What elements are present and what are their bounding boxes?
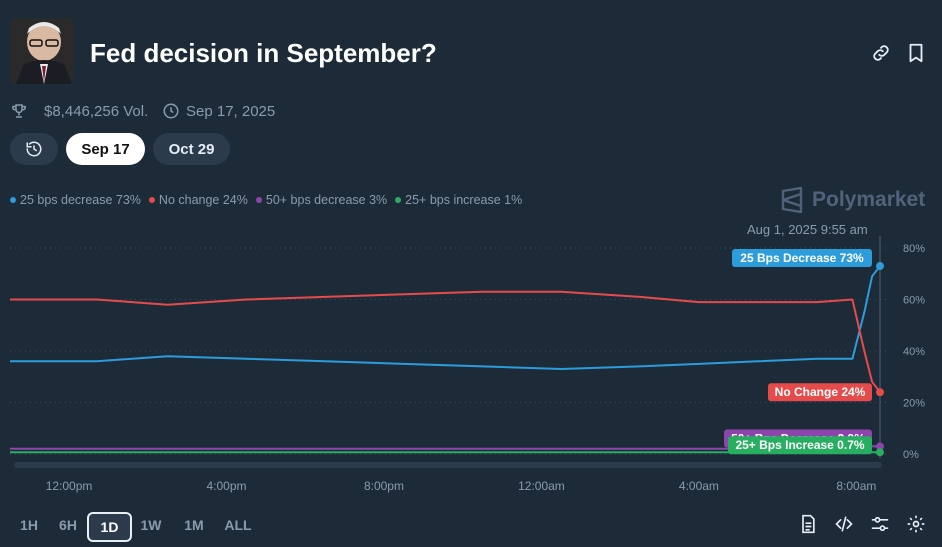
series-endpoint: [876, 388, 884, 397]
x-tick-label: 8:00am: [836, 479, 876, 493]
clock-icon: [162, 102, 180, 120]
y-tick-label: 40%: [903, 346, 925, 358]
x-tick-label: 12:00am: [518, 479, 565, 493]
series-endpoint: [876, 262, 884, 271]
code-icon[interactable]: [834, 514, 854, 534]
timeframe-6h[interactable]: 6H: [59, 517, 77, 533]
legend-item: 25+ bps increase 1%: [395, 193, 522, 207]
chart-legend: 25 bps decrease 73% No change 24% 50+ bp…: [10, 193, 522, 207]
volume-text: $8,446,256 Vol.: [44, 102, 149, 120]
series-endpoint: [876, 442, 884, 451]
timeframe-1m[interactable]: 1M: [184, 517, 204, 533]
tab-sep-17[interactable]: Sep 17: [66, 133, 145, 165]
x-tick-label: 4:00am: [679, 479, 719, 493]
trophy-icon: [10, 102, 28, 120]
legend-item: No change 24%: [148, 193, 248, 207]
y-tick-label: 60%: [903, 295, 925, 307]
bookmark-icon[interactable]: [905, 42, 927, 64]
time-range-track[interactable]: [14, 462, 882, 468]
series-end-label-bg: [732, 249, 872, 268]
legend-item: 50+ bps decrease 3%: [255, 193, 387, 207]
history-button[interactable]: [10, 133, 58, 165]
y-tick-label: 80%: [903, 243, 925, 255]
date-meta: Sep 17, 2025: [162, 102, 275, 120]
link-icon[interactable]: [870, 42, 892, 64]
legend-item: 25 bps decrease 73%: [10, 193, 141, 207]
series-end-label-bg: [728, 436, 872, 455]
end-date-text: Sep 17, 2025: [186, 102, 276, 120]
market-title: Fed decision in September?: [90, 38, 437, 68]
y-tick-label: 20%: [903, 398, 925, 410]
sliders-icon[interactable]: [870, 514, 890, 534]
polymarket-logo: Polymarket: [780, 186, 925, 214]
series-line: [10, 265, 881, 370]
history-icon: [25, 140, 43, 158]
chart-svg[interactable]: 0% 20% 40% 60% 80% 12:00pm 4:00pm 8:00pm 12:00am…: [0, 236, 942, 496]
series-end-label-bg: [768, 383, 872, 402]
market-avatar: [10, 18, 74, 84]
series-endpoint: [876, 448, 884, 457]
document-icon[interactable]: [798, 514, 818, 534]
polymarket-icon: [780, 186, 804, 214]
series-end-label: 25+ Bps Increase 0.7%: [735, 438, 864, 452]
volume-meta: $8,446,256 Vol.: [10, 102, 148, 120]
timeframe-1d[interactable]: 1D: [87, 512, 132, 542]
x-tick-label: 12:00pm: [46, 479, 93, 493]
gear-icon[interactable]: [906, 514, 926, 534]
timeframe-1w[interactable]: 1W: [140, 517, 162, 533]
timeframe-all[interactable]: ALL: [224, 517, 252, 533]
tab-oct-29[interactable]: Oct 29: [153, 133, 230, 165]
series-end-label: No Change 24%: [775, 385, 866, 399]
y-tick-label: 0%: [903, 449, 919, 461]
x-tick-label: 8:00pm: [364, 479, 404, 493]
timeframe-1h[interactable]: 1H: [20, 517, 38, 533]
series-end-label: 25 Bps Decrease 73%: [740, 251, 864, 265]
series-line: [10, 290, 881, 393]
hover-timestamp: Aug 1, 2025 9:55 am: [747, 222, 868, 237]
x-tick-label: 4:00pm: [207, 479, 247, 493]
